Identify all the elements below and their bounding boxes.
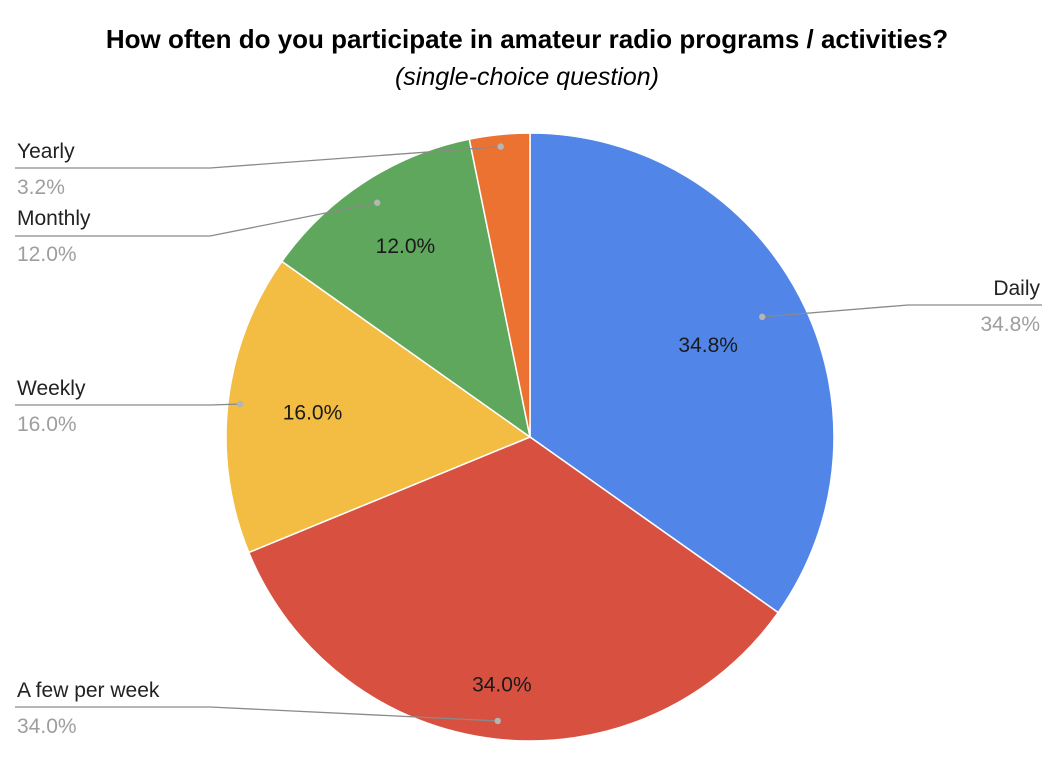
- slice-monthly: [280, 138, 532, 439]
- slice-a-few-per-week: [247, 436, 780, 742]
- slice-value-label-a-few-per-week: 34.0%: [472, 674, 532, 697]
- category-percent-yearly: 3.2%: [17, 176, 65, 199]
- leader-dot-yearly: [497, 143, 504, 150]
- category-label-a-few-per-week: A few per week: [17, 679, 160, 702]
- callout-labels: Daily 34.8% A few per week 34.0% Weekly 16.0%…: [17, 140, 1040, 738]
- category-label-yearly: Yearly: [17, 140, 75, 163]
- leader-dot-monthly: [373, 199, 381, 206]
- leader-line-daily: [762, 304, 1042, 318]
- category-label-monthly: Monthly: [17, 207, 91, 230]
- leader-line-a-few-per-week: [15, 706, 498, 722]
- chart-title: How often do you participate in amateur …: [106, 24, 948, 54]
- leader-line-weekly: [15, 403, 241, 406]
- leader-dot-weekly: [236, 400, 244, 408]
- leader-lines: [15, 143, 1042, 725]
- leader-line-monthly: [15, 202, 378, 237]
- slice-value-labels: 34.8% 34.0% 16.0% 12.0%: [283, 235, 738, 697]
- slice-value-label-monthly: 12.0%: [376, 235, 436, 258]
- category-percent-weekly: 16.0%: [17, 413, 77, 436]
- slice-yearly: [468, 132, 531, 438]
- slice-daily: [529, 132, 835, 614]
- category-label-weekly: Weekly: [17, 377, 86, 400]
- category-percent-a-few-per-week: 34.0%: [17, 715, 77, 738]
- category-percent-monthly: 12.0%: [17, 243, 77, 266]
- slice-value-label-weekly: 16.0%: [283, 401, 343, 424]
- leader-dot-a-few-per-week: [494, 717, 501, 725]
- slice-weekly: [225, 260, 532, 554]
- slice-value-label-daily: 34.8%: [678, 334, 738, 357]
- category-percent-daily: 34.8%: [980, 313, 1040, 336]
- chart-subtitle: (single-choice question): [395, 63, 659, 91]
- pie-slices: [225, 132, 835, 742]
- category-label-daily: Daily: [993, 277, 1040, 300]
- leader-line-yearly: [15, 145, 501, 169]
- leader-dot-daily: [758, 313, 766, 321]
